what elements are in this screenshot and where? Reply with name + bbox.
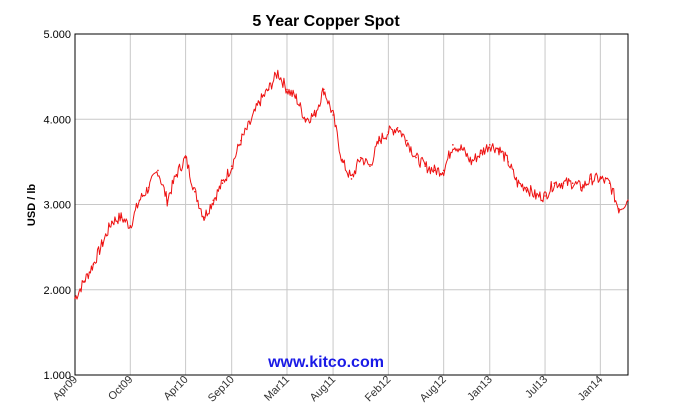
x-tick-label: Jul13	[523, 374, 550, 401]
data-point	[92, 263, 95, 265]
data-point	[184, 156, 187, 159]
y-ticks: 1.000 2.000 3.000 4.000 5.000	[43, 29, 71, 382]
data-point	[267, 88, 270, 91]
data-point	[129, 225, 132, 227]
y-tick-label: 3.000	[43, 200, 71, 212]
y-tick-label: 1.000	[43, 370, 71, 382]
data-point	[562, 182, 565, 184]
x-tick-label: Jan13	[465, 374, 495, 404]
data-point	[313, 114, 316, 116]
data-point	[323, 88, 325, 91]
data-point	[433, 169, 436, 172]
data-point	[479, 152, 482, 155]
data-point	[516, 182, 519, 184]
y-tick-label: 4.000	[43, 114, 71, 126]
data-point	[369, 165, 371, 167]
data-point	[230, 165, 233, 167]
data-point	[194, 190, 196, 193]
x-tick-label: Mar11	[262, 374, 292, 404]
data-point	[396, 126, 399, 129]
data-point	[166, 199, 168, 202]
data-point	[157, 169, 159, 172]
data-point	[553, 182, 556, 184]
data-point	[101, 242, 104, 244]
data-point	[249, 122, 251, 125]
data-point	[350, 178, 353, 180]
data-point	[498, 148, 500, 150]
data-point	[276, 71, 279, 74]
data-point	[221, 182, 224, 184]
data-point	[581, 186, 583, 189]
data-point	[378, 139, 380, 142]
data-point	[608, 182, 611, 184]
x-tick-label: Oct09	[106, 374, 135, 403]
x-tick-label: Jan14	[576, 374, 606, 404]
data-point	[535, 195, 537, 197]
x-tick-label: Feb12	[363, 374, 394, 405]
data-point	[488, 144, 491, 146]
data-point	[111, 220, 113, 223]
data-point	[74, 297, 76, 300]
grid	[75, 33, 628, 376]
data-point	[461, 148, 463, 150]
data-point	[387, 131, 390, 133]
plot-frame	[74, 33, 629, 376]
data-point	[258, 101, 261, 103]
data-point	[470, 161, 473, 163]
y-tick-label: 2.000	[43, 285, 71, 297]
data-point	[83, 280, 86, 283]
data-point	[544, 195, 546, 197]
data-point	[286, 88, 288, 91]
chart-title: 5 Year Copper Spot	[252, 13, 400, 30]
data-point	[571, 182, 574, 184]
data-point	[442, 169, 445, 172]
data-point	[304, 118, 307, 121]
data-point	[240, 139, 242, 142]
data-point	[332, 114, 334, 116]
data-point	[424, 165, 427, 167]
data-point	[452, 144, 454, 146]
data-point	[175, 173, 178, 176]
data-point	[120, 216, 122, 219]
y-tick-label: 5.000	[43, 29, 71, 41]
data-point	[359, 156, 362, 159]
data-point	[590, 178, 592, 180]
data-point	[295, 97, 298, 99]
x-tick-label: Aug12	[418, 374, 449, 405]
data-point	[138, 199, 141, 202]
x-tick-label: Sep10	[206, 374, 237, 405]
series-group	[74, 69, 629, 300]
y-axis-label: USD / lb	[26, 184, 38, 226]
data-point	[617, 207, 620, 210]
data-point	[599, 178, 602, 180]
x-tick-label: Aug11	[308, 374, 338, 404]
x-tick-label: Apr10	[161, 374, 190, 403]
data-point	[406, 139, 408, 142]
data-point	[507, 161, 509, 163]
data-point	[415, 156, 417, 159]
data-point	[341, 161, 344, 163]
data-point	[203, 216, 205, 219]
data-point	[627, 199, 629, 202]
watermark: www.kitco.com	[267, 354, 384, 371]
copper-price-line	[74, 69, 629, 300]
data-point	[525, 186, 528, 189]
data-point	[212, 199, 215, 202]
data-point	[147, 186, 150, 189]
x-ticks: Apr09 Oct09 Apr10 Sep10 Mar11 Aug11 Feb12 Aug12…	[51, 374, 606, 405]
